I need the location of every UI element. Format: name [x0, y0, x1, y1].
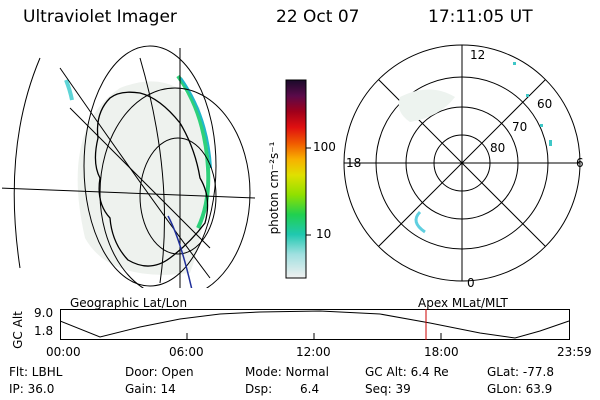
outer-circle [13, 57, 41, 269]
geographic-image [2, 45, 256, 288]
earth-limb [83, 45, 217, 287]
apex-label: Apex MLat/MLT [418, 296, 508, 310]
time-tick-1: 06:00 [169, 345, 204, 359]
ip-info: IP: 36.0 [9, 382, 55, 396]
time-tick-3: 18:00 [424, 345, 459, 359]
filter-info: Flt: LBHL [9, 365, 63, 379]
altitude-tick-low: 1.8 [34, 324, 54, 338]
altitude-axis-label: GC Alt [11, 311, 25, 349]
dsp-value: 6.4 [300, 382, 320, 396]
instrument-title: Ultraviolet Imager [23, 7, 177, 27]
continent-outline [94, 91, 209, 267]
seq-info: Seq: 39 [365, 382, 411, 396]
gc-alt-info: GC Alt: 6.4 Re [365, 365, 449, 379]
colorbar-tick-100: 100 [313, 140, 336, 154]
altitude-plot [60, 309, 570, 340]
glon-info: GLon: 63.9 [487, 382, 553, 396]
lat-label-60: 60 [537, 97, 553, 111]
mode-info: Mode: Normal [245, 365, 329, 379]
door-info: Door: Open [125, 365, 194, 379]
time-label: 17:11:05 UT [428, 7, 533, 27]
altitude-curve [60, 310, 570, 339]
time-tick-4: 23:59 [557, 345, 592, 359]
date-label: 22 Oct 07 [276, 7, 360, 27]
colorbar-tick-10: 10 [316, 227, 332, 241]
mlt-label-18: 18 [346, 156, 362, 170]
orbit-track [167, 215, 193, 288]
dsp-label: Dsp: [245, 382, 273, 396]
time-tick-0: 00:00 [46, 345, 81, 359]
gain-info: Gain: 14 [125, 382, 176, 396]
time-tick-2: 12:00 [296, 345, 331, 359]
mlt-label-12: 12 [470, 48, 486, 62]
mlt-label-0: 0 [467, 276, 475, 290]
polar-plot [343, 44, 581, 282]
lat-label-70: 70 [512, 120, 528, 134]
polar-speckle [398, 89, 455, 122]
aurora-band [176, 74, 211, 229]
lat-label-80: 80 [490, 141, 506, 155]
colorbar-unit-label: photon cm⁻²s⁻¹ [267, 141, 281, 235]
glat-info: GLat: -77.8 [487, 365, 554, 379]
color-scale-bar [285, 79, 311, 279]
mlt-label-6: 6 [576, 156, 584, 170]
geographic-label: Geographic Lat/Lon [70, 296, 188, 310]
altitude-tick-high: 9.0 [34, 306, 54, 320]
